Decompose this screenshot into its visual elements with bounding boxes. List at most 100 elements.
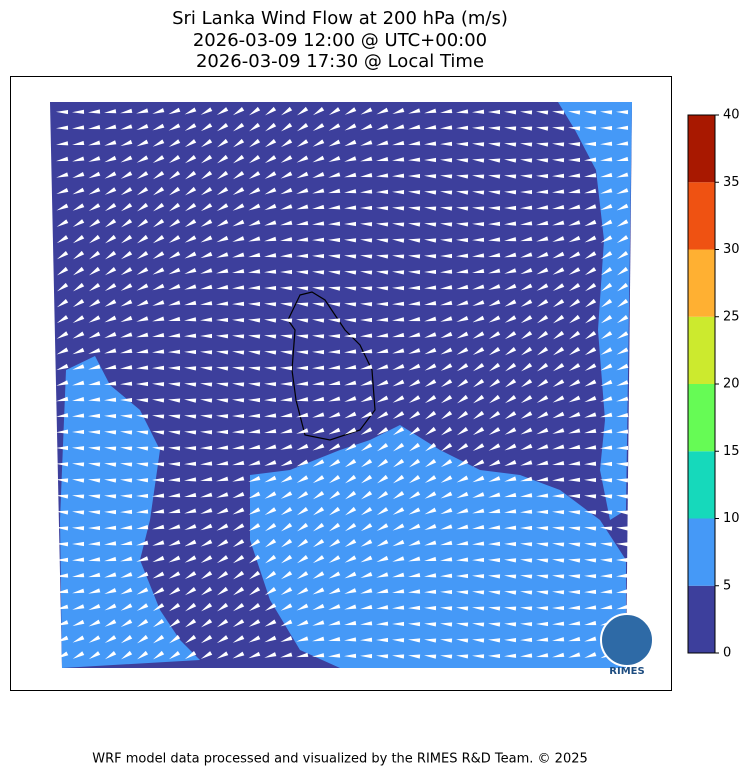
wind-arrow: [392, 411, 405, 420]
wind-arrow: [584, 395, 597, 403]
wind-arrow: [344, 571, 357, 579]
wind-arrow: [72, 364, 85, 370]
wind-arrow: [328, 380, 341, 386]
wind-arrow: [232, 268, 245, 274]
wind-arrow: [232, 236, 245, 242]
wind-arrow: [376, 348, 389, 354]
wind-arrow: [264, 253, 277, 258]
wind-arrow: [185, 602, 197, 612]
wind-arrow: [408, 572, 421, 578]
wind-arrow: [120, 572, 133, 578]
wind-arrow: [73, 282, 85, 292]
wind-arrow: [216, 107, 229, 116]
wind-arrow: [392, 270, 405, 275]
wind-arrow: [328, 334, 341, 339]
wind-arrow: [168, 267, 181, 275]
wind-arrow: [104, 650, 117, 660]
wind-arrow: [312, 349, 325, 355]
wind-arrow: [232, 285, 245, 290]
wind-arrow: [584, 347, 597, 356]
wind-arrow: [88, 619, 101, 627]
wind-arrow: [488, 622, 501, 627]
wind-arrow: [184, 154, 197, 164]
wind-arrow: [536, 189, 549, 194]
wind-arrow: [232, 398, 245, 403]
wind-arrow: [56, 315, 69, 324]
wind-arrow: [184, 123, 197, 131]
wind-arrow: [344, 396, 357, 402]
wind-arrow: [104, 171, 117, 179]
wind-arrow: [104, 572, 117, 578]
wind-arrow: [360, 349, 373, 354]
wind-arrow: [88, 494, 101, 499]
wind-arrow: [408, 254, 421, 259]
wind-arrow: [184, 366, 197, 371]
wind-arrow: [152, 300, 165, 306]
wind-arrow: [185, 634, 197, 644]
wind-arrow: [248, 619, 261, 627]
wind-arrow: [536, 252, 549, 258]
wind-arrow: [392, 523, 405, 531]
wind-arrow: [616, 542, 629, 547]
wind-arrow: [121, 234, 133, 244]
wind-arrow: [88, 140, 101, 146]
wind-arrow: [376, 539, 389, 547]
wind-arrow: [536, 220, 549, 226]
wind-arrow: [536, 110, 549, 115]
wind-arrow: [504, 237, 517, 242]
wind-arrow: [568, 251, 581, 259]
wind-arrow: [584, 173, 597, 178]
wind-arrow: [504, 126, 517, 131]
wind-arrow: [184, 524, 197, 530]
wind-arrow: [536, 267, 549, 275]
wind-arrow: [280, 204, 293, 210]
wind-arrow: [568, 542, 581, 547]
wind-arrow: [200, 571, 213, 580]
wind-arrow: [376, 395, 389, 403]
wind-arrow: [89, 250, 101, 260]
wind-arrow: [617, 282, 629, 292]
wind-arrow: [200, 461, 213, 466]
wind-arrow: [360, 205, 373, 211]
wind-arrow: [248, 538, 261, 548]
wind-arrow: [56, 635, 69, 643]
wind-arrow: [345, 474, 357, 484]
wind-arrow: [568, 605, 581, 610]
wind-arrow: [456, 378, 469, 388]
wind-arrow: [280, 350, 293, 355]
wind-arrow: [440, 394, 453, 404]
wind-arrow: [584, 267, 597, 276]
wind-arrow: [440, 206, 453, 211]
wind-arrow: [296, 188, 309, 194]
wind-arrow: [456, 253, 469, 258]
wind-arrow: [504, 427, 517, 435]
wind-arrow: [424, 190, 437, 195]
wind-arrow: [152, 365, 165, 370]
wind-arrow: [472, 622, 485, 627]
wind-arrow: [328, 475, 341, 484]
wind-arrow: [216, 203, 229, 211]
wind-arrow: [440, 606, 453, 611]
wind-arrow: [312, 538, 325, 548]
wind-arrow: [520, 493, 533, 498]
wind-arrow: [329, 522, 341, 532]
wind-arrow: [88, 171, 101, 179]
wind-arrow: [200, 138, 213, 148]
wind-arrow: [88, 588, 101, 594]
wind-arrow: [216, 350, 229, 355]
wind-arrow: [104, 494, 117, 499]
wind-arrow: [56, 203, 69, 211]
wind-arrow: [520, 158, 533, 163]
wind-arrow: [152, 349, 165, 354]
wind-arrow: [153, 634, 165, 644]
wind-arrow: [328, 555, 341, 563]
wind-arrow: [568, 379, 581, 387]
wind-arrow: [552, 395, 565, 403]
wind-arrow: [440, 269, 453, 274]
wind-arrow: [360, 588, 373, 594]
wind-arrow: [120, 332, 133, 338]
wind-arrow: [344, 172, 357, 178]
wind-arrow: [377, 458, 389, 468]
wind-arrow: [424, 524, 437, 530]
wind-arrow: [56, 462, 69, 467]
